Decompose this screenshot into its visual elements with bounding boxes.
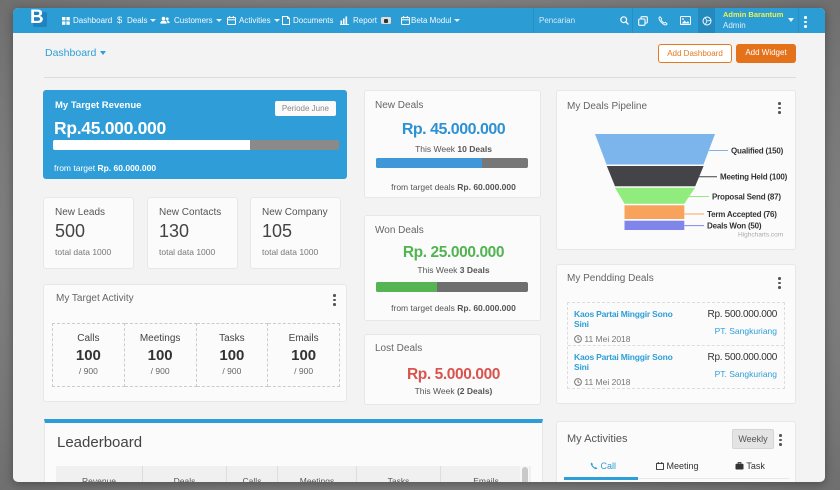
svg-text:Highcharts.com: Highcharts.com bbox=[738, 232, 783, 239]
svg-text:Deals Won (50): Deals Won (50) bbox=[707, 222, 762, 231]
svg-text:Meeting Held (100): Meeting Held (100) bbox=[720, 173, 788, 182]
svg-text:Term Accepted (76): Term Accepted (76) bbox=[707, 210, 777, 219]
svg-text:Qualified (150): Qualified (150) bbox=[731, 147, 784, 156]
svg-text:Proposal Send (87): Proposal Send (87) bbox=[712, 193, 781, 202]
